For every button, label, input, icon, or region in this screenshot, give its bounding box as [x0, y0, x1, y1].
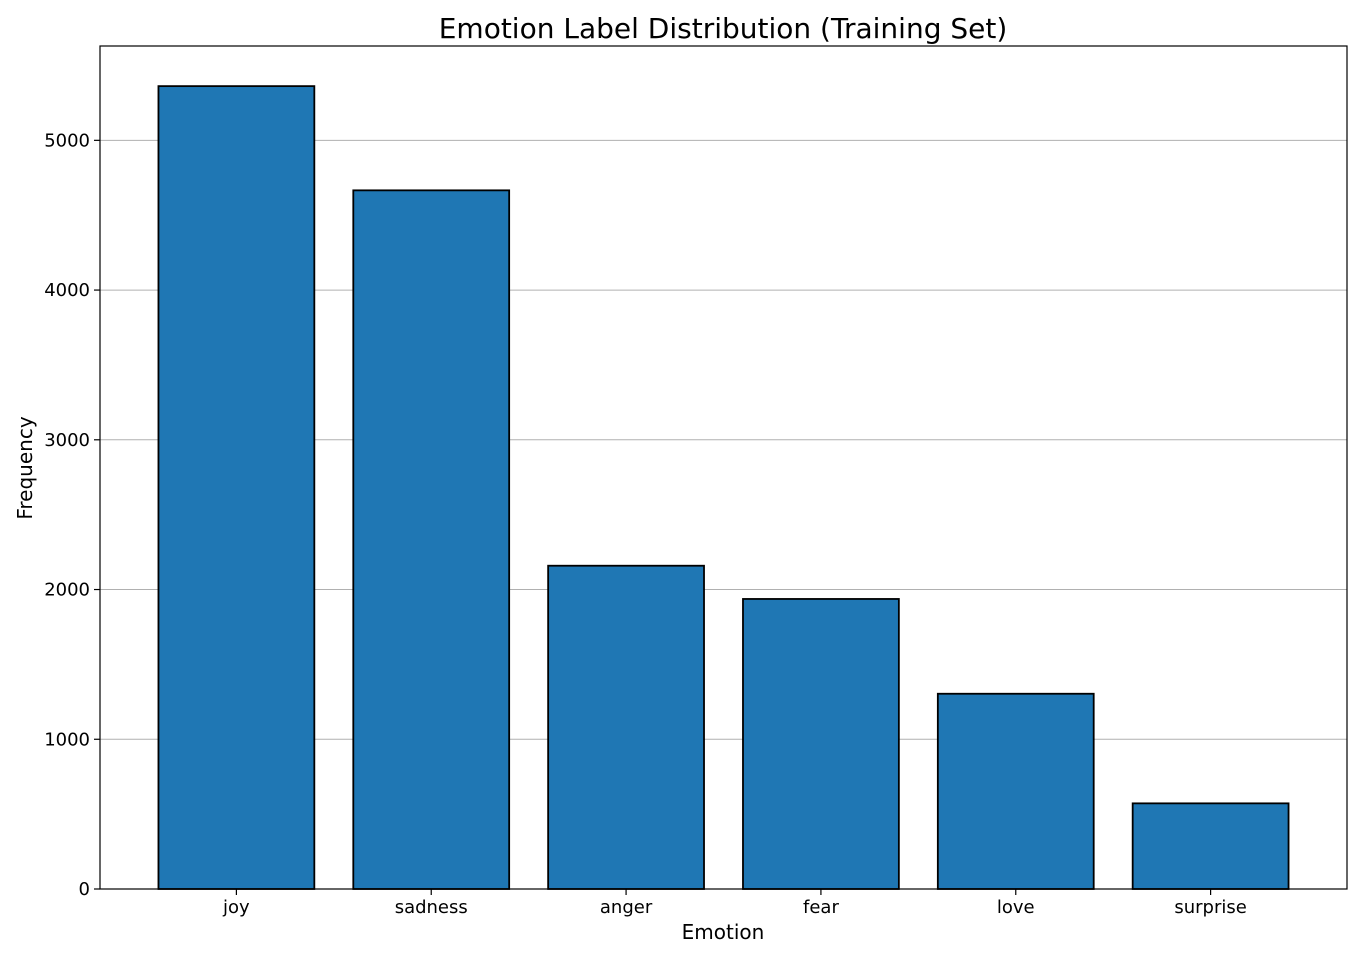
bar-anger	[547, 564, 705, 890]
y-tick-label: 5000	[44, 130, 90, 151]
y-tick-label: 1000	[44, 729, 90, 750]
x-tick-label-love: love	[997, 897, 1035, 918]
x-tick-label-fear: fear	[803, 897, 839, 918]
y-axis-ticks: 0 1000 2000 3000 4000 5000	[44, 130, 100, 900]
plot-frame	[99, 45, 1348, 890]
y-tick-label: 0	[79, 879, 90, 900]
x-axis-label: Emotion	[682, 920, 765, 944]
x-tick-label-joy: joy	[222, 897, 250, 918]
x-axis-ticks: joy sadness anger fear love surprise	[222, 889, 1247, 918]
y-tick-label: 3000	[44, 430, 90, 451]
bar-surprise	[1131, 802, 1290, 890]
x-tick-label-surprise: surprise	[1174, 897, 1246, 918]
bar-sadness	[352, 189, 511, 890]
bars	[157, 85, 1290, 890]
y-axis-label: Frequency	[13, 416, 37, 519]
bar-love	[936, 692, 1095, 890]
y-tick-label: 2000	[44, 580, 90, 601]
bar-joy	[157, 85, 316, 890]
bar-fear	[742, 598, 900, 890]
y-tick-label: 4000	[44, 280, 90, 301]
x-tick-label-sadness: sadness	[395, 897, 468, 918]
x-tick-label-anger: anger	[600, 897, 653, 918]
chart-title: Emotion Label Distribution (Training Set…	[439, 12, 1008, 45]
